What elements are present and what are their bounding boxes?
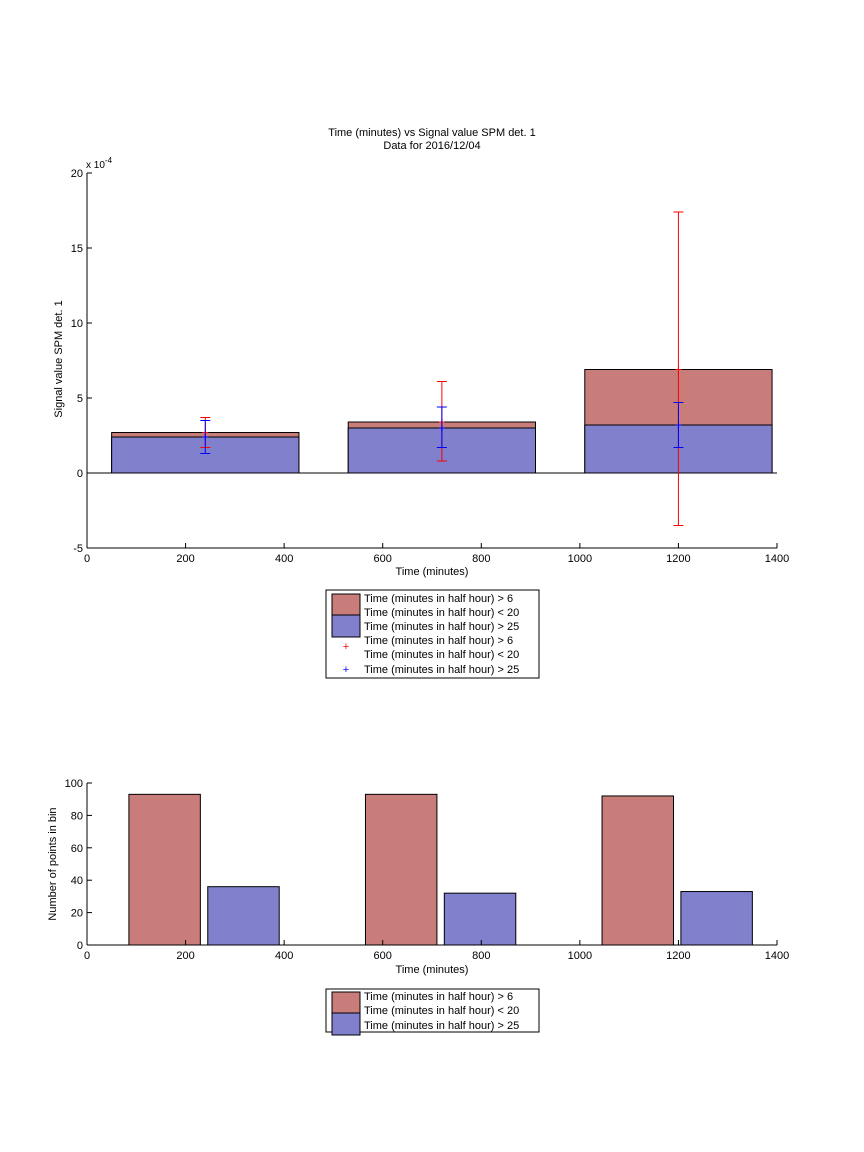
- chart-title: Time (minutes) vs Signal value SPM det. …: [328, 127, 535, 139]
- legend-label-blue-err: Time (minutes in half hour) > 25: [364, 664, 519, 676]
- x-tick-label: 1200: [666, 553, 690, 565]
- legend-label-red-line2: Time (minutes in half hour) < 20: [364, 1005, 519, 1017]
- y-tick-label: 40: [71, 875, 83, 887]
- x-tick-label: 1400: [765, 553, 789, 565]
- y-tick-label: 5: [77, 393, 83, 405]
- legend-label-red-bar-line1: Time (minutes in half hour) > 6: [364, 593, 513, 605]
- x-tick-label: 1400: [765, 950, 789, 962]
- legend-label-red-err-line2: Time (minutes in half hour) < 20: [364, 649, 519, 661]
- axes: 0 200 400 600 800 1000 1200 1400 0 20 40 60 80 100: [65, 778, 790, 962]
- error-bars: [200, 211, 684, 526]
- legend-marker-blue: +: [343, 664, 349, 676]
- legend-label-blue: Time (minutes in half hour) > 25: [364, 1020, 519, 1032]
- x-tick-label: 600: [374, 553, 392, 565]
- legend: Time (minutes in half hour) > 6 Time (mi…: [325, 988, 540, 1036]
- y-tick-label: 0: [77, 468, 83, 480]
- y-exponent-label: x 10-4: [86, 156, 113, 171]
- count-bar-red: [601, 795, 674, 946]
- count-bar-blue: [443, 892, 517, 946]
- legend-label-blue-bar: Time (minutes in half hour) > 25: [364, 621, 519, 633]
- x-tick-label: 400: [275, 553, 293, 565]
- y-tick-label: 10: [71, 318, 83, 330]
- legend-marker-red: +: [343, 641, 349, 653]
- y-tick-label: -5: [73, 543, 83, 555]
- x-axis-label: Time (minutes): [396, 964, 469, 976]
- chart-subtitle: Data for 2016/12/04: [383, 140, 480, 152]
- x-tick-label: 600: [374, 950, 392, 962]
- x-tick-label: 400: [275, 950, 293, 962]
- legend-swatch-red-bar: [331, 991, 361, 1015]
- legend-swatch-blue-bar: [331, 614, 361, 638]
- y-tick-label: 80: [71, 810, 83, 822]
- legend-box: [325, 589, 540, 679]
- x-axis-label: Time (minutes): [396, 566, 469, 578]
- x-tick-label: 0: [84, 553, 90, 565]
- y-tick-label: 100: [65, 778, 83, 790]
- legend-label-red-line1: Time (minutes in half hour) > 6: [364, 991, 513, 1003]
- count-bar-red: [364, 793, 438, 946]
- y-tick-label: 60: [71, 843, 83, 855]
- y-tick-label: 15: [71, 243, 83, 255]
- y-tick-label: 20: [71, 168, 83, 180]
- legend-swatch-red-bar: [331, 593, 361, 617]
- x-tick-label: 1000: [568, 950, 592, 962]
- count-bar-blue: [680, 891, 753, 946]
- x-tick-label: 1200: [666, 950, 690, 962]
- bar-blue: [111, 436, 300, 474]
- legend-box: [325, 988, 540, 1033]
- y-tick-label: 20: [71, 908, 83, 920]
- count-bars: [128, 793, 753, 946]
- x-tick-label: 200: [176, 553, 194, 565]
- count-bar-red: [128, 793, 201, 946]
- legend-label-red-bar-line2: Time (minutes in half hour) < 20: [364, 607, 519, 619]
- x-tick-label: 800: [472, 950, 490, 962]
- x-tick-label: 200: [176, 950, 194, 962]
- count-bar-blue: [207, 886, 280, 946]
- signal-chart: Time (minutes) vs Signal value SPM det. …: [53, 127, 789, 679]
- legend-label-red-err-line1: Time (minutes in half hour) > 6: [364, 635, 513, 647]
- legend: Time (minutes in half hour) > 6 Time (mi…: [325, 589, 540, 679]
- x-tick-label: 1000: [568, 553, 592, 565]
- x-tick-label: 800: [472, 553, 490, 565]
- count-chart: 0 200 400 600 800 1000 1200 1400 0 20 40 60 80 100 Ti…: [47, 778, 790, 1036]
- y-axis-label: Signal value SPM det. 1: [53, 300, 65, 417]
- y-tick-label: 0: [77, 940, 83, 952]
- legend-swatch-blue-bar: [331, 1012, 361, 1036]
- x-tick-label: 0: [84, 950, 90, 962]
- y-axis-label: Number of points in bin: [47, 807, 59, 920]
